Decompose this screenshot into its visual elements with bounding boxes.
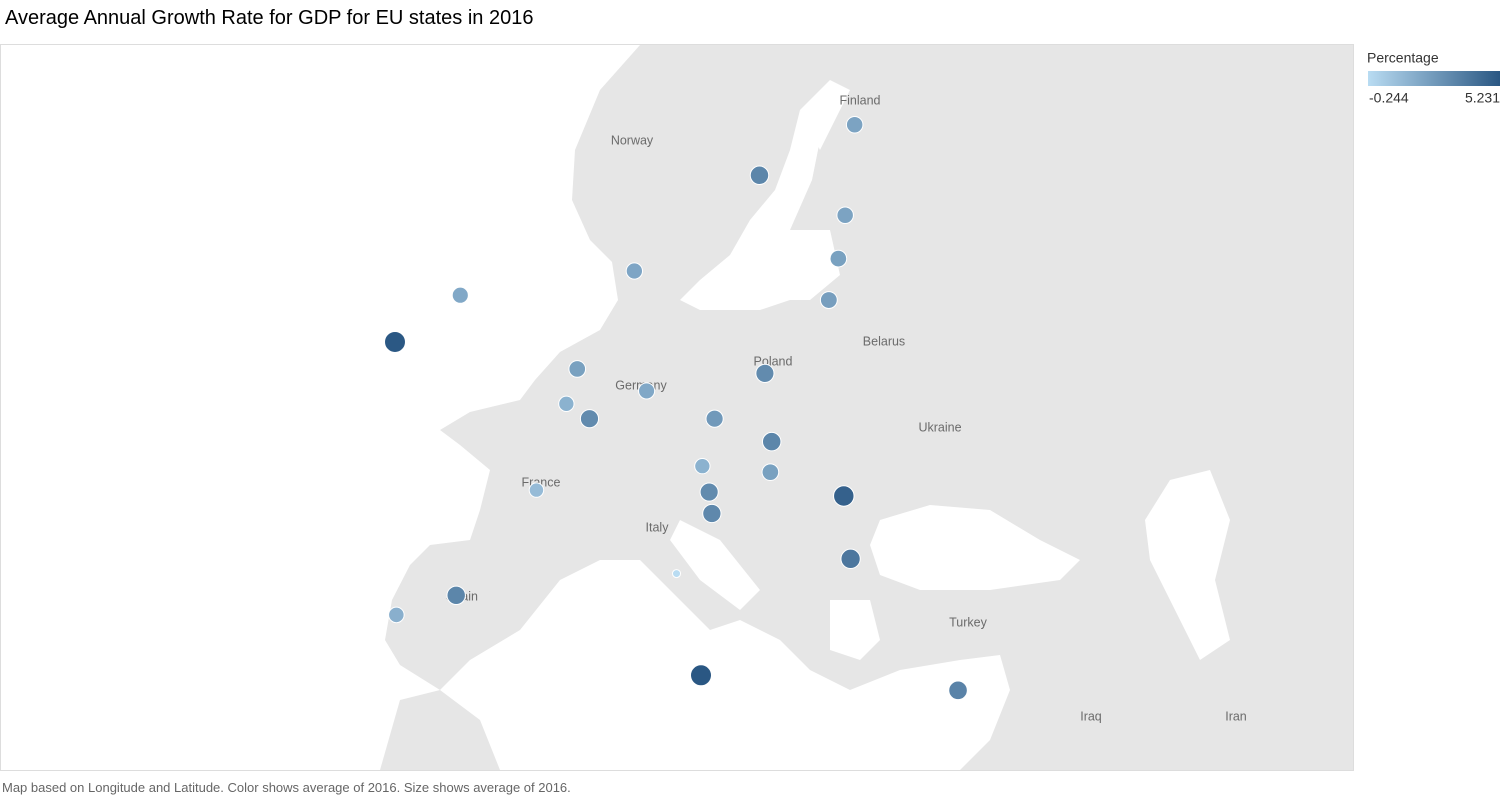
place-label: Iran bbox=[1225, 709, 1247, 723]
data-point[interactable] bbox=[699, 482, 719, 502]
legend-title: Percentage bbox=[1367, 50, 1439, 66]
data-point[interactable] bbox=[845, 116, 864, 134]
data-point[interactable] bbox=[672, 569, 682, 579]
place-label: Turkey bbox=[949, 615, 987, 629]
data-point[interactable] bbox=[702, 503, 722, 524]
data-point[interactable] bbox=[384, 330, 406, 353]
place-label: Norway bbox=[611, 133, 654, 147]
map: Finland Norway Poland Belarus Germany Uk… bbox=[0, 44, 1500, 771]
data-point[interactable] bbox=[833, 485, 855, 507]
place-label: Italy bbox=[646, 520, 670, 534]
data-point[interactable] bbox=[948, 680, 968, 701]
data-point[interactable] bbox=[558, 395, 575, 412]
data-point[interactable] bbox=[568, 360, 587, 378]
data-point[interactable] bbox=[694, 457, 711, 475]
data-point[interactable] bbox=[819, 291, 838, 309]
data-point[interactable] bbox=[528, 482, 545, 498]
data-point[interactable] bbox=[829, 249, 848, 268]
data-point[interactable] bbox=[761, 431, 782, 452]
data-point[interactable] bbox=[625, 262, 644, 280]
color-legend-bar bbox=[1368, 71, 1500, 86]
legend-min: -0.244 bbox=[1369, 90, 1409, 106]
data-point[interactable] bbox=[638, 382, 656, 400]
data-point[interactable] bbox=[446, 585, 466, 606]
title: Average Annual Growth Rate for GDP for E… bbox=[5, 7, 534, 29]
place-label: Iraq bbox=[1080, 709, 1102, 723]
place-label: Belarus bbox=[863, 334, 905, 348]
place-label: Ukraine bbox=[918, 420, 961, 434]
data-point[interactable] bbox=[690, 664, 712, 687]
data-point[interactable] bbox=[755, 363, 775, 383]
sea bbox=[1, 45, 1230, 770]
data-point[interactable] bbox=[579, 409, 600, 429]
data-point[interactable] bbox=[836, 206, 854, 225]
data-point[interactable] bbox=[451, 286, 469, 304]
data-point[interactable] bbox=[761, 463, 780, 482]
footnote: Map based on Longitude and Latitude. Col… bbox=[2, 780, 571, 795]
data-point[interactable] bbox=[840, 548, 861, 569]
legend-max: 5.231 bbox=[1465, 90, 1500, 106]
data-point[interactable] bbox=[749, 165, 770, 186]
data-point[interactable] bbox=[705, 409, 724, 428]
place-label: Finland bbox=[840, 93, 881, 107]
data-point[interactable] bbox=[388, 606, 405, 624]
